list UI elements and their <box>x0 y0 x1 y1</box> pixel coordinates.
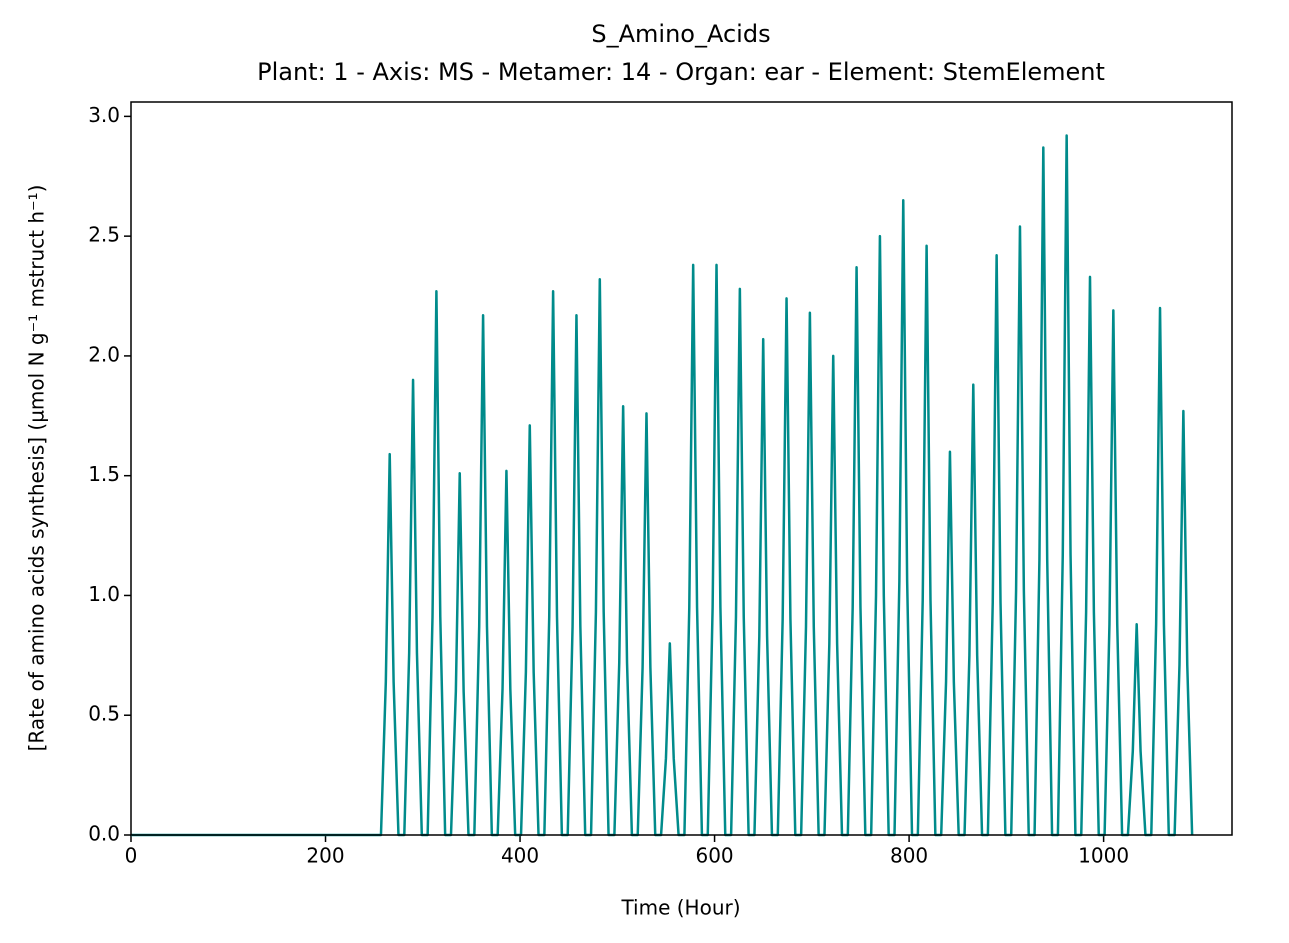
y-tick-label: 0.0 <box>88 822 120 846</box>
x-tick-label: 200 <box>306 844 344 868</box>
x-tick-label: 400 <box>501 844 539 868</box>
plot-frame <box>130 101 1233 836</box>
y-tick-label: 2.5 <box>88 223 120 247</box>
y-axis-label: [Rate of amino acids synthesis] (µmol N … <box>25 185 49 752</box>
y-tick-label: 0.5 <box>88 702 120 726</box>
chart-title: S_Amino_Acids <box>591 20 770 48</box>
x-tick-label: 800 <box>890 844 928 868</box>
y-tick-label: 3.0 <box>88 103 120 127</box>
y-tick-label: 1.0 <box>88 582 120 606</box>
chart-subtitle: Plant: 1 - Axis: MS - Metamer: 14 - Orga… <box>257 58 1105 86</box>
x-tick-label: 600 <box>695 844 733 868</box>
x-tick-label: 1000 <box>1078 844 1129 868</box>
x-tick-label: 0 <box>125 844 138 868</box>
y-tick-label: 1.5 <box>88 462 120 486</box>
x-axis-label: Time (Hour) <box>620 896 740 920</box>
y-tick-label: 2.0 <box>88 342 120 366</box>
